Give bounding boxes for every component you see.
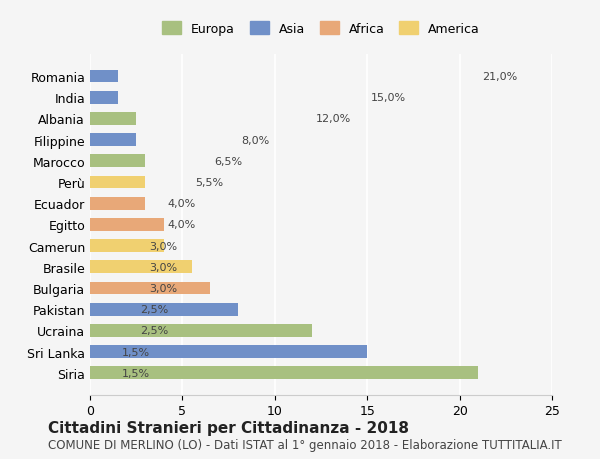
Text: 8,0%: 8,0%: [242, 135, 270, 146]
Bar: [90, 176, 145, 189]
Legend: Europa, Asia, Africa, America: Europa, Asia, Africa, America: [157, 17, 485, 41]
Text: 12,0%: 12,0%: [316, 114, 351, 124]
Text: 4,0%: 4,0%: [167, 199, 196, 209]
Text: 3,0%: 3,0%: [149, 262, 177, 272]
Text: 15,0%: 15,0%: [371, 93, 406, 103]
Bar: [90, 197, 145, 210]
Text: 21,0%: 21,0%: [482, 72, 517, 82]
Bar: [90, 282, 210, 295]
Bar: [90, 134, 136, 147]
Bar: [90, 113, 136, 125]
Bar: [90, 155, 145, 168]
Bar: [90, 240, 164, 252]
Text: Cittadini Stranieri per Cittadinanza - 2018: Cittadini Stranieri per Cittadinanza - 2…: [48, 420, 409, 435]
Bar: [90, 346, 367, 358]
Bar: [90, 367, 478, 379]
Bar: [90, 261, 191, 274]
Bar: [90, 92, 118, 104]
Text: 3,0%: 3,0%: [149, 241, 177, 251]
Text: 2,5%: 2,5%: [140, 326, 168, 336]
Text: 6,5%: 6,5%: [214, 157, 242, 167]
Text: COMUNE DI MERLINO (LO) - Dati ISTAT al 1° gennaio 2018 - Elaborazione TUTTITALIA: COMUNE DI MERLINO (LO) - Dati ISTAT al 1…: [48, 438, 562, 451]
Text: 4,0%: 4,0%: [167, 220, 196, 230]
Bar: [90, 325, 312, 337]
Text: 1,5%: 1,5%: [121, 347, 149, 357]
Text: 2,5%: 2,5%: [140, 304, 168, 314]
Bar: [90, 218, 164, 231]
Text: 5,5%: 5,5%: [196, 178, 223, 188]
Bar: [90, 303, 238, 316]
Text: 3,0%: 3,0%: [149, 283, 177, 293]
Bar: [90, 71, 118, 83]
Text: 1,5%: 1,5%: [121, 368, 149, 378]
